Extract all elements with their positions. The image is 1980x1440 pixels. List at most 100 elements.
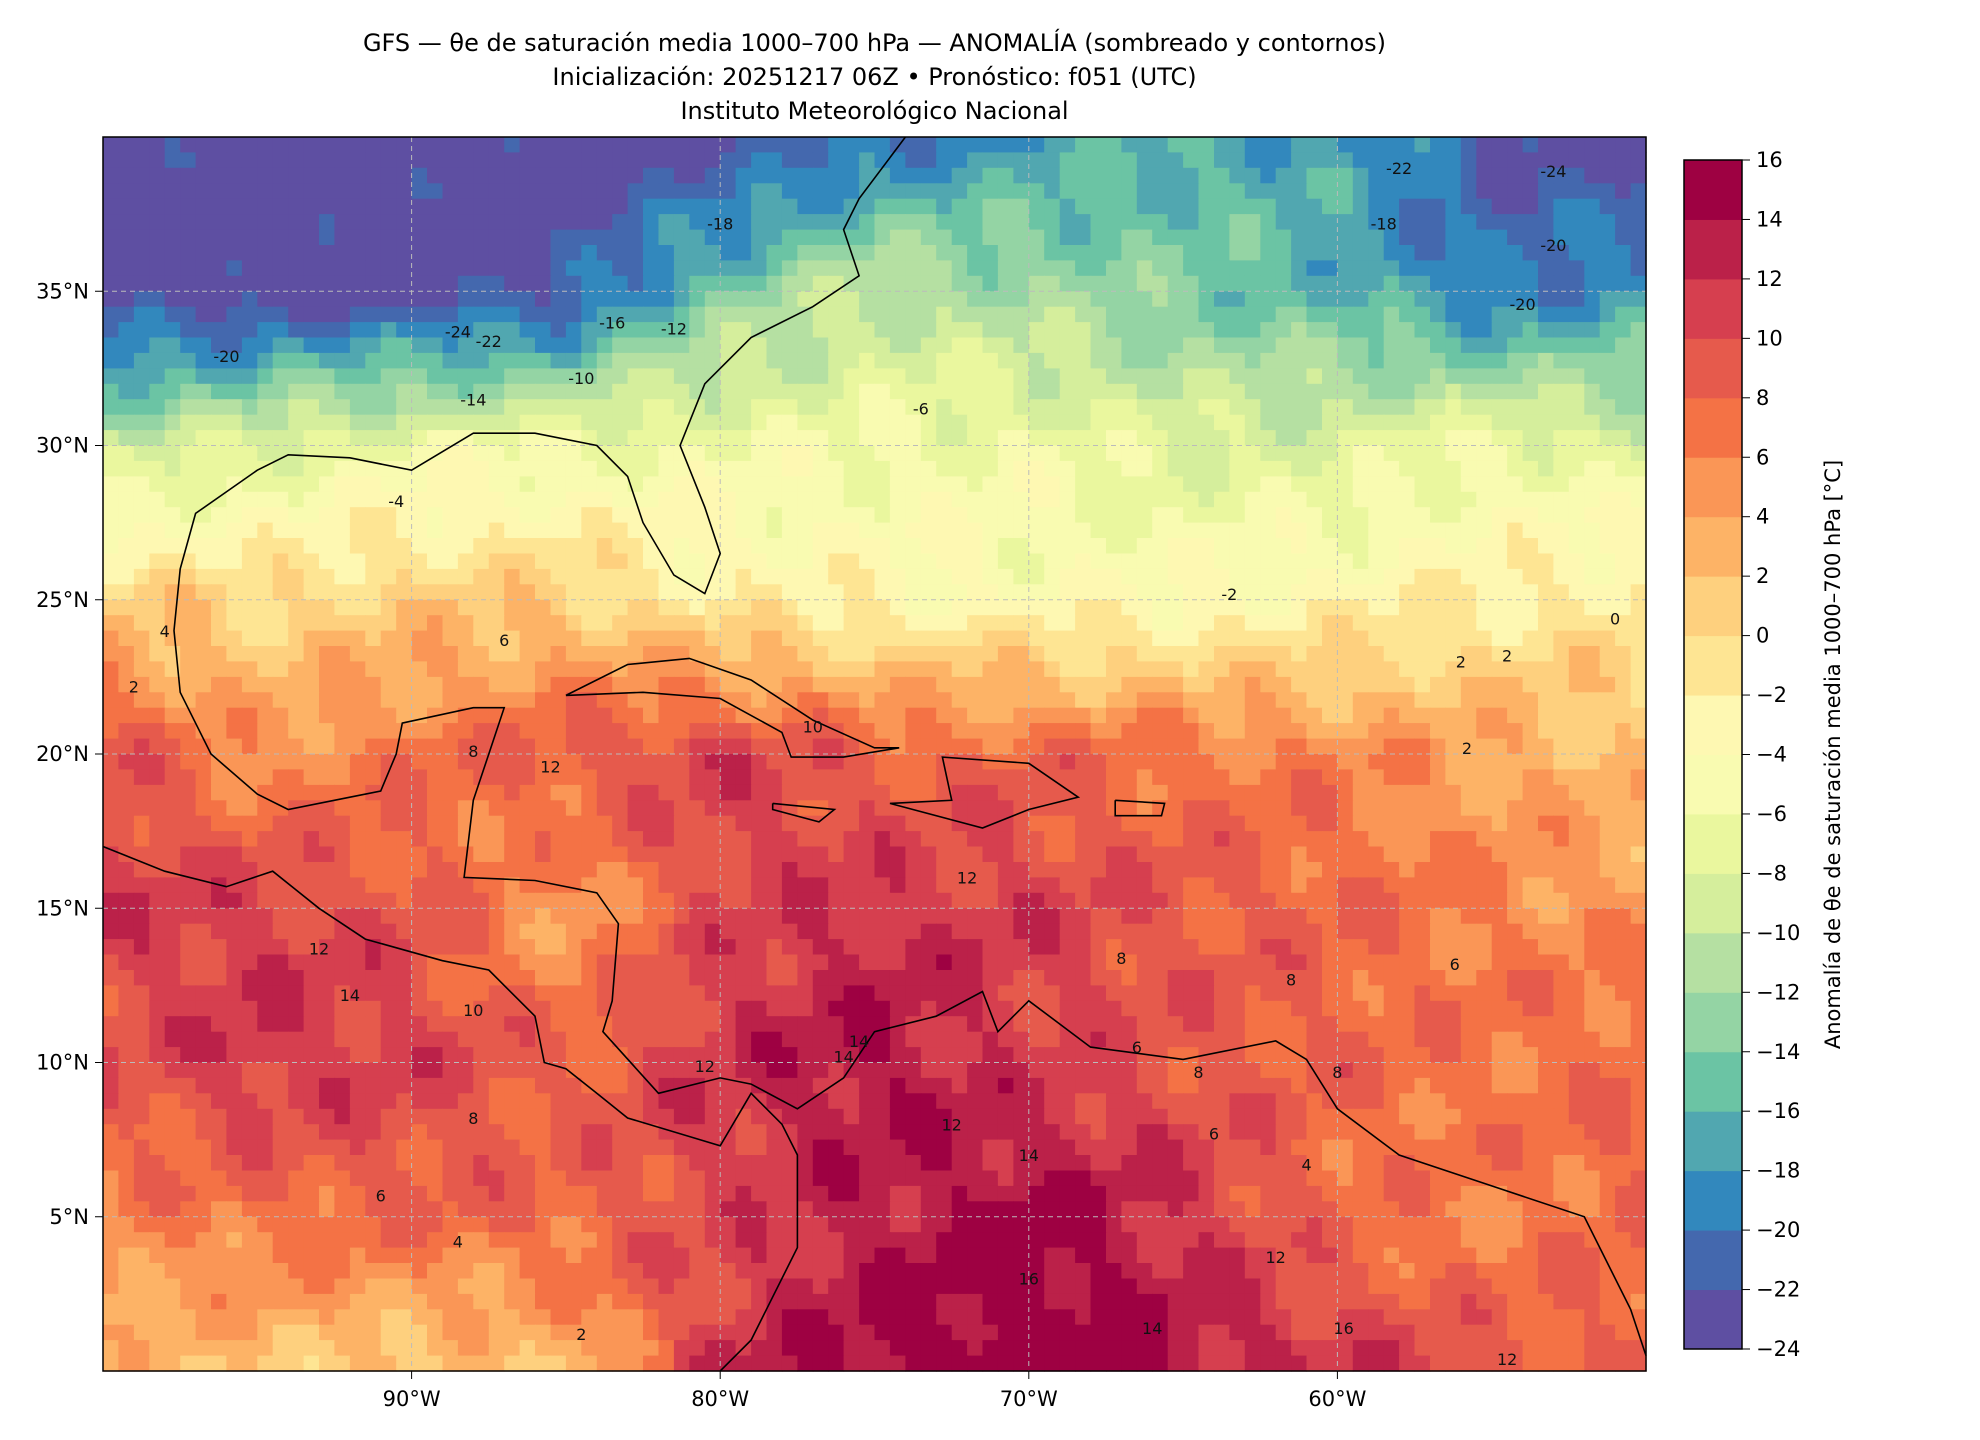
anomaly-cell bbox=[1460, 584, 1477, 601]
anomaly-cell bbox=[303, 692, 320, 709]
anomaly-cell bbox=[581, 800, 598, 817]
anomaly-cell bbox=[118, 383, 135, 400]
anomaly-cell bbox=[365, 430, 382, 447]
anomaly-cell bbox=[920, 507, 937, 524]
anomaly-cell bbox=[766, 399, 783, 416]
anomaly-cell bbox=[735, 198, 752, 215]
anomaly-cell bbox=[859, 892, 876, 909]
anomaly-cell bbox=[1507, 769, 1524, 786]
anomaly-cell bbox=[349, 476, 366, 493]
anomaly-cell bbox=[596, 167, 613, 184]
anomaly-cell bbox=[396, 769, 413, 786]
anomaly-cell bbox=[565, 877, 582, 894]
anomaly-cell bbox=[689, 568, 706, 585]
anomaly-cell bbox=[905, 599, 922, 616]
anomaly-cell bbox=[1198, 460, 1215, 477]
anomaly-cell bbox=[1136, 491, 1153, 508]
anomaly-cell bbox=[164, 322, 181, 339]
anomaly-cell bbox=[1291, 430, 1308, 447]
anomaly-cell bbox=[1322, 476, 1339, 493]
anomaly-cell bbox=[1028, 692, 1045, 709]
anomaly-cell bbox=[951, 522, 968, 539]
anomaly-cell bbox=[504, 291, 521, 308]
anomaly-cell bbox=[164, 800, 181, 817]
anomaly-cell bbox=[1337, 892, 1354, 909]
anomaly-cell bbox=[1121, 137, 1138, 154]
anomaly-cell bbox=[1599, 183, 1616, 200]
anomaly-cell bbox=[180, 646, 197, 663]
anomaly-cell bbox=[766, 846, 783, 863]
anomaly-cell bbox=[889, 615, 906, 632]
anomaly-cell bbox=[1136, 476, 1153, 493]
anomaly-cell bbox=[1322, 507, 1339, 524]
anomaly-cell bbox=[828, 507, 845, 524]
anomaly-cell bbox=[504, 615, 521, 632]
anomaly-cell bbox=[1244, 754, 1261, 771]
anomaly-cell bbox=[920, 877, 937, 894]
anomaly-cell bbox=[1044, 568, 1061, 585]
anomaly-cell bbox=[1013, 368, 1030, 385]
anomaly-cell bbox=[1352, 646, 1369, 663]
anomaly-cell bbox=[226, 892, 243, 909]
anomaly-cell bbox=[1491, 707, 1508, 724]
anomaly-cell bbox=[982, 352, 999, 369]
anomaly-cell bbox=[211, 738, 228, 755]
anomaly-cell bbox=[673, 522, 690, 539]
anomaly-cell bbox=[1291, 723, 1308, 740]
anomaly-cell bbox=[1244, 846, 1261, 863]
anomaly-cell bbox=[951, 723, 968, 740]
anomaly-cell bbox=[195, 383, 212, 400]
anomaly-cell bbox=[843, 430, 860, 447]
anomaly-cell bbox=[1136, 260, 1153, 277]
anomaly-cell bbox=[1198, 692, 1215, 709]
anomaly-cell bbox=[1599, 275, 1616, 292]
anomaly-cell bbox=[1275, 445, 1292, 462]
anomaly-cell bbox=[457, 846, 474, 863]
anomaly-cell bbox=[1106, 800, 1123, 817]
anomaly-cell bbox=[1322, 306, 1339, 323]
anomaly-cell bbox=[1044, 337, 1061, 354]
anomaly-cell bbox=[720, 630, 737, 647]
anomaly-cell bbox=[519, 815, 536, 832]
anomaly-cell bbox=[581, 322, 598, 339]
anomaly-cell bbox=[1615, 399, 1632, 416]
anomaly-cell bbox=[1075, 306, 1092, 323]
anomaly-cell bbox=[241, 152, 258, 169]
anomaly-cell bbox=[519, 846, 536, 863]
anomaly-cell bbox=[519, 507, 536, 524]
anomaly-cell bbox=[103, 183, 120, 200]
anomaly-cell bbox=[550, 214, 567, 231]
anomaly-cell bbox=[303, 707, 320, 724]
anomaly-cell bbox=[1383, 877, 1400, 894]
anomaly-cell bbox=[1121, 167, 1138, 184]
anomaly-cell bbox=[1584, 214, 1601, 231]
anomaly-cell bbox=[380, 491, 397, 508]
anomaly-cell bbox=[704, 198, 721, 215]
anomaly-cell bbox=[118, 707, 135, 724]
anomaly-cell bbox=[751, 306, 768, 323]
anomaly-cell bbox=[1059, 723, 1076, 740]
anomaly-cell bbox=[303, 399, 320, 416]
anomaly-cell bbox=[1121, 784, 1138, 801]
anomaly-cell bbox=[1337, 877, 1354, 894]
anomaly-cell bbox=[257, 538, 274, 555]
anomaly-cell bbox=[180, 862, 197, 879]
anomaly-cell bbox=[1306, 553, 1323, 570]
anomaly-cell bbox=[149, 599, 166, 616]
anomaly-cell bbox=[1615, 306, 1632, 323]
anomaly-cell bbox=[1291, 352, 1308, 369]
anomaly-cell bbox=[1260, 784, 1277, 801]
anomaly-cell bbox=[843, 291, 860, 308]
anomaly-cell bbox=[473, 414, 490, 431]
anomaly-cell bbox=[1075, 337, 1092, 354]
anomaly-cell bbox=[103, 630, 120, 647]
anomaly-cell bbox=[1399, 476, 1416, 493]
anomaly-cell bbox=[488, 214, 505, 231]
anomaly-cell bbox=[1430, 445, 1447, 462]
anomaly-cell bbox=[334, 892, 351, 909]
anomaly-cell bbox=[427, 646, 444, 663]
anomaly-cell bbox=[1136, 630, 1153, 647]
anomaly-cell bbox=[180, 754, 197, 771]
anomaly-cell bbox=[1568, 754, 1585, 771]
anomaly-cell bbox=[473, 229, 490, 246]
